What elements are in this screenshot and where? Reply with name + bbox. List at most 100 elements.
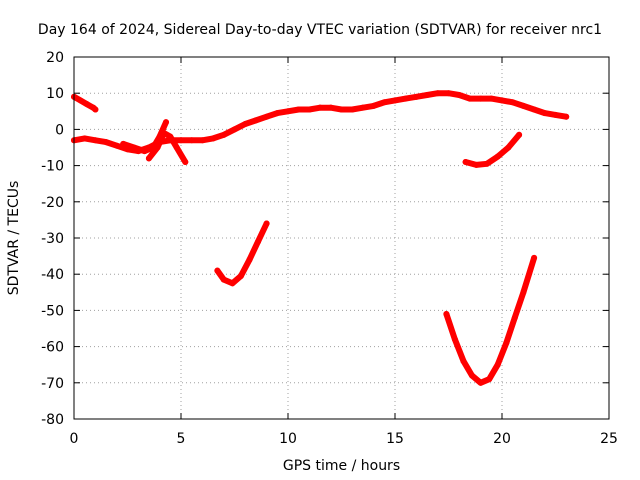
data-point xyxy=(424,92,431,99)
data-point xyxy=(462,158,469,165)
data-point xyxy=(349,106,356,113)
data-point xyxy=(317,104,324,111)
y-tick-label: -50 xyxy=(41,303,64,319)
data-point xyxy=(83,101,90,108)
data-point xyxy=(451,336,458,343)
data-point xyxy=(103,139,110,146)
y-tick-label: 20 xyxy=(46,50,64,66)
data-point xyxy=(486,376,493,383)
data-point xyxy=(210,135,217,142)
data-point xyxy=(77,97,84,104)
data-point xyxy=(229,280,236,287)
data-point xyxy=(199,137,206,144)
data-point xyxy=(263,220,270,227)
data-point xyxy=(214,267,221,274)
data-point xyxy=(563,113,570,120)
data-point xyxy=(274,110,281,117)
data-point xyxy=(505,144,512,151)
data-point xyxy=(494,153,501,160)
data-point xyxy=(327,104,334,111)
data-point xyxy=(154,144,161,151)
data-point xyxy=(92,106,99,113)
data-point xyxy=(413,93,420,100)
data-point xyxy=(445,90,452,97)
data-point xyxy=(381,99,388,106)
data-point xyxy=(541,110,548,117)
x-tick-label: 10 xyxy=(279,431,297,447)
data-point xyxy=(160,130,167,137)
data-point xyxy=(338,106,345,113)
data-point xyxy=(509,99,516,106)
data-point xyxy=(531,106,538,113)
x-tick-label: 15 xyxy=(386,431,404,447)
y-tick-label: -80 xyxy=(41,412,64,428)
data-point xyxy=(92,137,99,144)
data-point xyxy=(231,126,238,133)
x-tick-label: 5 xyxy=(177,431,186,447)
data-point xyxy=(178,137,184,144)
x-axis-label: GPS time / hours xyxy=(283,458,400,474)
data-point xyxy=(488,95,495,102)
data-point xyxy=(466,95,473,102)
data-point xyxy=(182,158,189,165)
y-tick-label: -60 xyxy=(41,340,64,356)
x-tick-label: 25 xyxy=(600,431,618,447)
data-point xyxy=(499,97,505,104)
y-tick-label: -70 xyxy=(41,376,64,392)
x-tick-label: 0 xyxy=(70,431,79,447)
data-point xyxy=(511,314,518,321)
data-point xyxy=(237,273,244,280)
data-point xyxy=(113,142,120,149)
data-point xyxy=(460,358,467,365)
y-tick-label: 10 xyxy=(46,86,64,102)
data-point xyxy=(469,372,476,379)
y-tick-label: -30 xyxy=(41,231,64,247)
data-point xyxy=(531,254,538,261)
data-point xyxy=(130,144,137,151)
data-point xyxy=(477,379,484,386)
x-tick-label: 20 xyxy=(493,431,511,447)
data-point xyxy=(306,106,313,113)
y-tick-label: 0 xyxy=(55,122,64,138)
data-point xyxy=(81,135,88,142)
data-point xyxy=(402,95,409,102)
data-point xyxy=(163,119,170,126)
data-point xyxy=(552,111,559,118)
data-point xyxy=(220,131,227,138)
data-point xyxy=(246,256,253,263)
data-point xyxy=(520,289,527,296)
data-point xyxy=(263,113,270,120)
data-point xyxy=(494,361,501,368)
data-point xyxy=(434,90,441,97)
y-axis-label: SDTVAR / TECUs xyxy=(6,181,22,296)
data-point xyxy=(477,95,484,102)
data-point xyxy=(359,104,366,111)
data-point xyxy=(120,140,127,147)
data-point xyxy=(167,133,174,140)
series-main-band xyxy=(71,90,570,155)
data-point xyxy=(370,102,377,109)
data-point xyxy=(145,155,152,162)
data-point xyxy=(456,92,463,99)
data-point xyxy=(141,148,148,155)
y-tick-label: -40 xyxy=(41,267,64,283)
data-point xyxy=(503,339,510,346)
data-point xyxy=(285,108,291,115)
data-point xyxy=(220,276,227,283)
y-tick-label: -20 xyxy=(41,195,64,211)
data-point xyxy=(255,238,262,245)
data-point xyxy=(242,120,249,127)
data-point xyxy=(392,97,398,104)
data-point xyxy=(443,311,450,318)
data-point xyxy=(484,160,491,167)
series-arc-19h-deep xyxy=(443,254,538,386)
y-tick-label: -10 xyxy=(41,159,64,175)
series-arc-19h-small xyxy=(462,131,523,168)
data-point xyxy=(473,161,480,168)
chart-title: Day 164 of 2024, Sidereal Day-to-day VTE… xyxy=(38,22,602,38)
data-point xyxy=(516,131,523,138)
data-point xyxy=(295,106,302,113)
data-point xyxy=(520,102,527,109)
data-point xyxy=(188,137,195,144)
